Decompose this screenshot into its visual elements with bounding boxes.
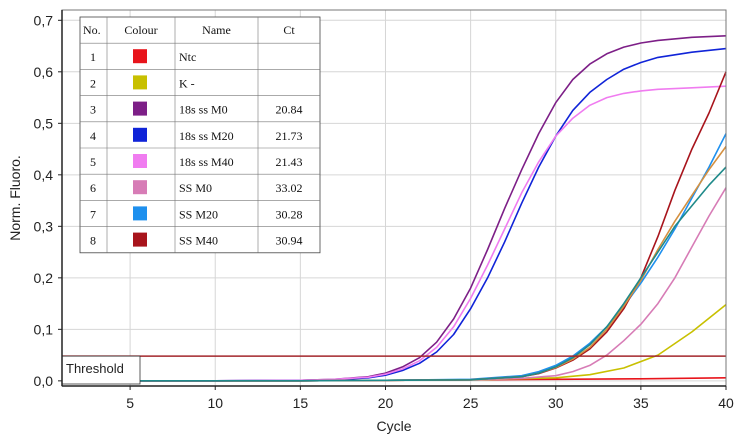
legend-header: No.: [83, 23, 101, 37]
series-line-s5: [62, 85, 727, 382]
legend-row-name: Ntc: [179, 50, 196, 64]
legend-row-ct: 20.84: [276, 103, 303, 117]
legend-row-number: 5: [90, 155, 96, 169]
y-tick-label: 0,2: [34, 270, 54, 286]
legend-row-number: 4: [90, 129, 96, 143]
legend-swatch: [133, 206, 147, 221]
y-tick-label: 0,6: [34, 64, 54, 80]
legend-swatch: [133, 49, 147, 64]
legend-row: 6 SS M0 33.02: [90, 180, 303, 195]
legend-row-ct: 33.02: [276, 181, 303, 195]
legend-row: 5 18s ss M40 21.43: [90, 154, 303, 169]
legend-row-name: 18s ss M40: [179, 155, 234, 169]
y-tick-label: 0,4: [34, 167, 54, 183]
legend-row-number: 2: [90, 76, 96, 90]
legend-row: 1 Ntc: [90, 49, 196, 64]
series-line-s10: [62, 166, 727, 382]
legend-row-ct: 21.73: [276, 129, 303, 143]
x-tick-label: 20: [378, 395, 394, 411]
legend-swatch: [133, 75, 147, 90]
y-tick-label: 0,3: [34, 218, 54, 234]
axis-layer: 5 10 15 20 25 30 35 400,00,10,20,30,40,50,60,7C…: [7, 9, 734, 434]
legend-row-name: SS M0: [179, 181, 212, 195]
legend-header: Ct: [283, 23, 295, 37]
legend-swatch: [133, 101, 147, 116]
threshold-label: Threshold: [66, 361, 124, 376]
legend-row-number: 7: [90, 207, 96, 221]
legend-row-ct: 30.94: [276, 234, 303, 248]
legend-row-number: 6: [90, 181, 96, 195]
y-tick-label: 0,1: [34, 321, 54, 337]
x-tick-label: 40: [718, 395, 734, 411]
legend-row-name: SS M20: [179, 207, 218, 221]
legend-box: [79, 16, 321, 254]
x-tick-label: 10: [207, 395, 223, 411]
legend-row: 3 18s ss M0 20.84: [90, 101, 303, 117]
legend-table: No. Colour Name Ct 1 Ntc 2 K - 3 18s ss M0 20.84 4 1…: [79, 16, 321, 254]
y-tick-label: 0,0: [34, 373, 54, 389]
legend-row-number: 1: [90, 50, 96, 64]
legend-swatch: [133, 154, 147, 168]
legend-row-name: 18s ss M0: [179, 103, 228, 117]
legend-row: 7 SS M20 30.28: [90, 206, 303, 221]
y-tick-label: 0,7: [34, 12, 54, 28]
x-tick-label: 25: [463, 395, 479, 411]
x-tick-label: 30: [548, 395, 564, 411]
x-tick-label: 5: [126, 395, 134, 411]
x-tick-label: 35: [633, 395, 649, 411]
legend-row-number: 8: [90, 234, 96, 248]
legend-row: 8 SS M40 30.94: [90, 232, 303, 248]
legend-swatch: [133, 232, 147, 247]
legend-row-number: 3: [90, 103, 96, 117]
legend-swatch: [133, 180, 147, 195]
legend-swatch: [133, 127, 147, 142]
legend-row-name: 18s ss M20: [179, 129, 234, 143]
legend-row-name: SS M40: [179, 234, 218, 248]
threshold-layer: Threshold: [61, 355, 726, 385]
legend-row-ct: 30.28: [276, 207, 303, 221]
legend-row-name: K -: [179, 76, 195, 90]
x-tick-label: 15: [293, 395, 309, 411]
x-axis-title: Cycle: [376, 418, 411, 434]
series-layer: [62, 35, 727, 382]
y-tick-label: 0,5: [34, 115, 54, 131]
legend-header: Colour: [124, 23, 157, 37]
legend-row-ct: 21.43: [276, 155, 303, 169]
legend-row: 4 18s ss M20 21.73: [90, 127, 303, 143]
threshold-label-box: [61, 355, 141, 385]
legend-header: Name: [202, 23, 231, 37]
y-axis-title: Norm. Fluoro.: [7, 155, 23, 241]
legend-row: 2 K -: [90, 75, 195, 90]
